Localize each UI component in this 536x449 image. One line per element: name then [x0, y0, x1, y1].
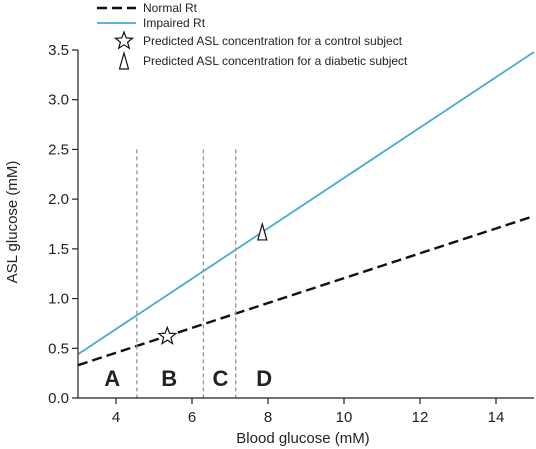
- y-axis-title: ASL glucose (mM): [4, 161, 21, 284]
- legend-star-icon: [113, 30, 135, 50]
- y-tick-label: 2.5: [48, 141, 69, 158]
- markers: [157, 221, 268, 346]
- x-tick-label: 10: [336, 409, 353, 426]
- x-tick-label: 14: [488, 409, 505, 426]
- legend-triangle-icon: [118, 50, 130, 70]
- legend-label: Predicted ASL concentration for a contro…: [143, 34, 403, 48]
- x-tick-label: 8: [264, 409, 272, 426]
- legend-label: Predicted ASL concentration for a diabet…: [143, 54, 408, 68]
- y-tick-label: 1.5: [48, 241, 69, 258]
- region-label-d: D: [256, 366, 272, 391]
- y-tick-label: 0.0: [48, 390, 69, 407]
- region-label-a: A: [104, 366, 120, 391]
- y-tick-label: 3.5: [48, 42, 69, 59]
- y-tick-label: 2.0: [48, 191, 69, 208]
- legend-label: Impaired Rt: [143, 16, 206, 30]
- x-tick-label: 4: [112, 409, 120, 426]
- region-labels: A B C D: [104, 366, 272, 391]
- series-line-impaired-rt: [77, 51, 535, 356]
- region-dividers: [136, 149, 237, 398]
- x-tick-label: 12: [412, 409, 429, 426]
- y-tick-label: 3.0: [48, 92, 69, 109]
- plot-lines: [77, 51, 535, 367]
- y-tick-label: 1.0: [48, 291, 69, 308]
- region-label-c: C: [213, 366, 229, 391]
- x-axis-title: Blood glucose (mM): [236, 430, 369, 447]
- axes: 0.0 0.5 1.0 1.5 2.0 2.5 3.0 3.5 4 6 8 10 12 14: [48, 42, 534, 426]
- series-line-normal-rt: [77, 214, 535, 367]
- legend-label: Normal Rt: [143, 1, 198, 15]
- marker-star-icon: [157, 325, 178, 346]
- region-label-b: B: [161, 366, 177, 391]
- y-tick-label: 0.5: [48, 340, 69, 357]
- marker-triangle-icon: [257, 221, 268, 241]
- x-tick-label: 6: [188, 409, 196, 426]
